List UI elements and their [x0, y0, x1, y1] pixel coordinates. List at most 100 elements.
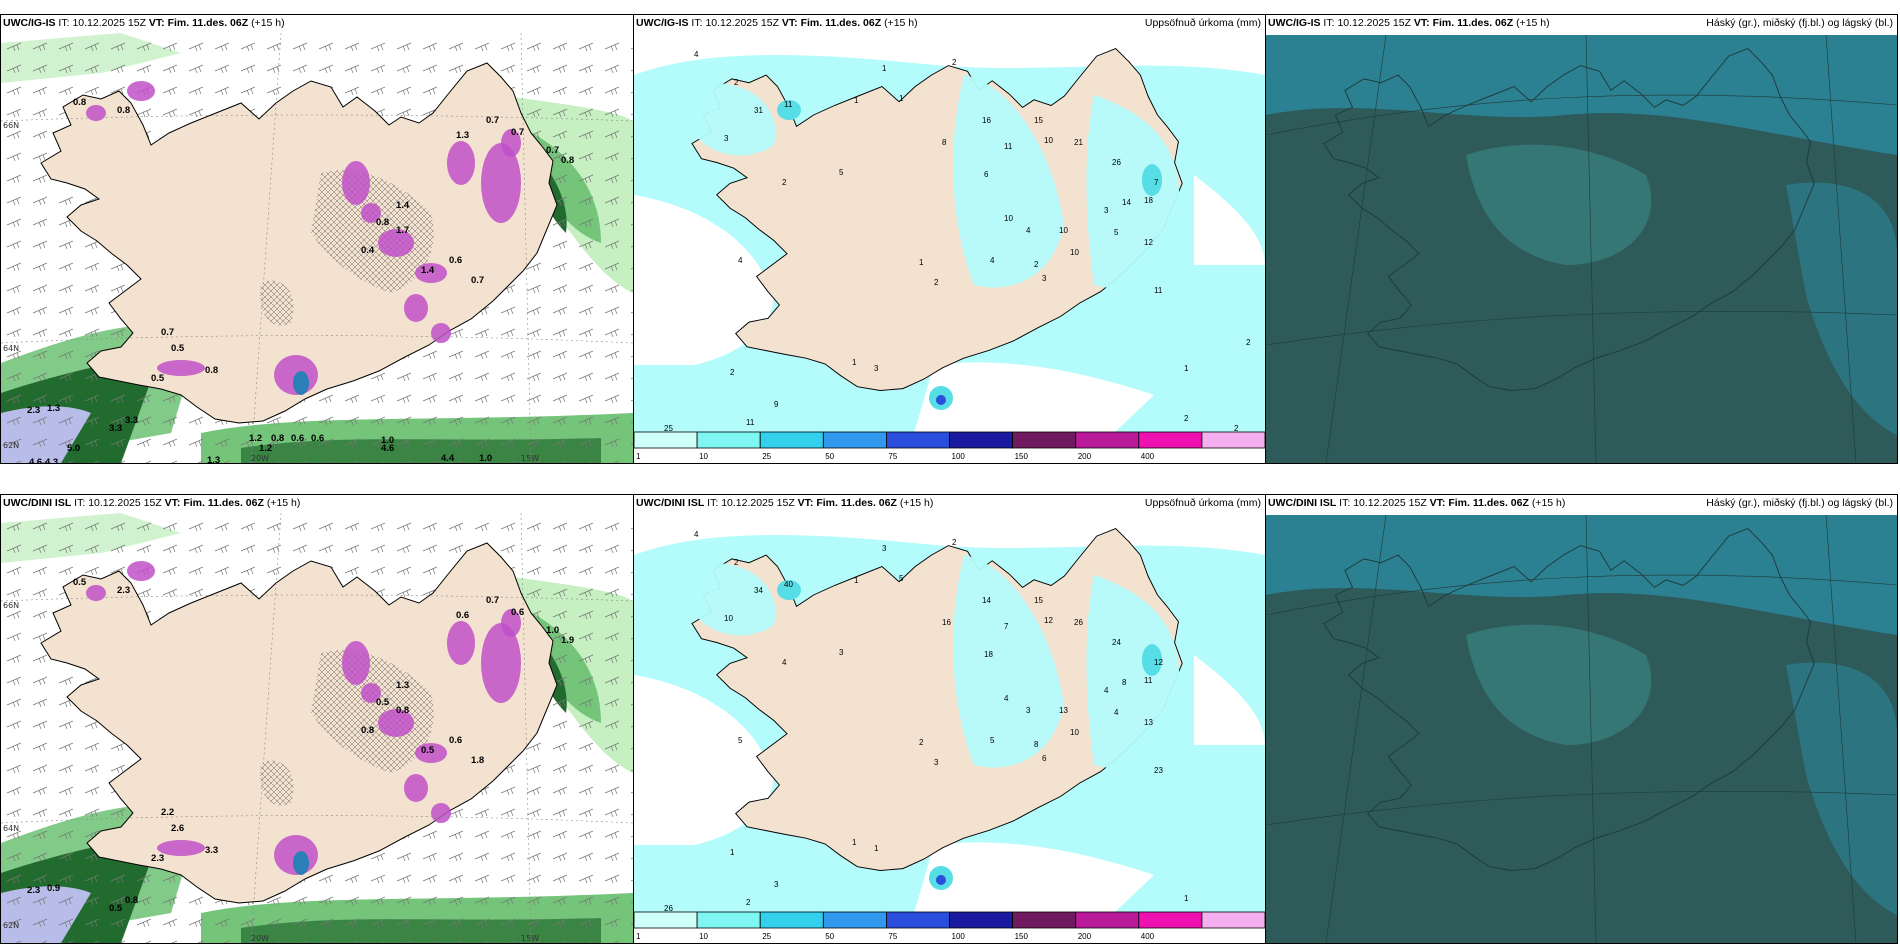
snow-value-label: 3.3 [109, 423, 122, 434]
precip-value-label: 5 [839, 168, 844, 177]
precip-value-label: 1 [1184, 894, 1189, 903]
precip-value-label: 12 [1144, 238, 1153, 247]
it-label: IT: [1323, 17, 1335, 29]
snow-value-label: 0.4 [361, 245, 375, 256]
legend-tick-label: 200 [1078, 932, 1092, 941]
precip-value-label: 2 [952, 538, 957, 547]
snow-value-label: 0.6 [449, 735, 462, 746]
panel-header: UWC/DINI ISL IT: 10.12.2025 15Z VT: Fim.… [3, 497, 300, 509]
snow-value-label: 4.3 [45, 457, 58, 463]
precip-value-label: 23 [1154, 766, 1163, 775]
panel-precip-row2: UWC/DINI ISL IT: 10.12.2025 15Z VT: Fim.… [633, 494, 1266, 944]
snow-value-label: 1.0 [546, 625, 559, 636]
snow-value-label: 1.4 [421, 265, 435, 276]
precip-value-label: 1 [1184, 364, 1189, 373]
snow-value-label: 0.6 [291, 433, 304, 444]
legend-tick-label: 75 [888, 932, 897, 941]
panel-precip-row1: UWC/IG-IS IT: 10.12.2025 15Z VT: Fim. 11… [633, 14, 1266, 464]
precip-value-label: 1 [730, 848, 735, 857]
precip-value-label: 11 [746, 418, 755, 427]
precip-value-label: 13 [1144, 718, 1153, 727]
model-name: UWC/IG-IS [636, 17, 689, 29]
legend-swatch [885, 431, 950, 449]
lon-label: 20W [251, 454, 269, 463]
precip-value-label: 21 [1074, 138, 1083, 147]
legend-swatch [759, 911, 824, 929]
precip-value-label: 2 [1034, 260, 1039, 269]
snow-value-label: 1.3 [207, 455, 220, 463]
legend-swatch [1075, 431, 1140, 449]
precip-value-label: 14 [1122, 198, 1131, 207]
map-cloud-row2[interactable] [1266, 514, 1897, 943]
precip-value-label: 3 [934, 758, 939, 767]
map-snow-row2[interactable]: 66N 64N 62N 15W 20W 0.5 2.3 0.6 0.7 0.6 1.0 1.9 1.3 0… [1, 495, 633, 943]
precip-value-label: 2 [734, 558, 739, 567]
legend-tick-label: 25 [762, 452, 771, 461]
snow-value-label: 0.5 [109, 903, 123, 914]
precip-value-label: 11 [1144, 676, 1153, 685]
precip-value-label: 11 [1004, 142, 1013, 151]
snow-value-label: 0.7 [486, 595, 499, 606]
legend-tick-label: 10 [699, 452, 708, 461]
map-cloud-row1[interactable] [1266, 34, 1897, 463]
precip-value-label: 4 [782, 658, 787, 667]
precip-value-label: 4 [738, 256, 743, 265]
model-name: UWC/IG-IS [1268, 17, 1321, 29]
precip-legend: 1 10 25 50 75 100 150 200 400 [634, 431, 1265, 463]
snow-value-label: 0.8 [561, 155, 574, 166]
lat-label: 66N [3, 601, 19, 610]
precip-value-label: 16 [982, 116, 991, 125]
precip-value-label: 1 [852, 838, 857, 847]
lat-label: 64N [3, 344, 19, 353]
it-label: IT: [58, 17, 70, 29]
precip-value-label: 18 [984, 650, 993, 659]
legend-tick-label: 150 [1015, 932, 1029, 941]
it-value: 10.12.2025 15Z [72, 17, 146, 29]
it-label: IT: [74, 497, 86, 509]
precip-value-label: 5 [738, 736, 743, 745]
precip-value-label: 4 [1114, 708, 1119, 717]
lon-label: 20W [251, 934, 269, 943]
legend-tick-label: 50 [825, 932, 834, 941]
lead-time: (+15 h) [884, 17, 918, 29]
it-value: 10.12.2025 15Z [705, 17, 779, 29]
precip-value-label: 1 [874, 844, 879, 853]
panel-title: Háský (gr.), miðský (fj.bl.) og lágský (… [1706, 497, 1893, 509]
it-value: 10.12.2025 15Z [721, 497, 795, 509]
snow-value-label: 0.7 [161, 327, 174, 338]
snow-value-label: 1.9 [561, 635, 574, 646]
snow-value-label: 1.0 [479, 453, 492, 463]
snow-value-label: 0.5 [171, 343, 185, 354]
snow-value-label: 0.8 [73, 97, 86, 108]
map-snow-row1[interactable]: 66N 64N 62N 15W 20W 0.8 0.8 1.3 0.7 0.7 0.7 0.8 1.4 0… [1, 15, 633, 463]
map-precip-row2[interactable]: 4 3 2 2 1 34 40 10 4 3 5 14 16 18 7 15 12 26 24 12 8 11 13 4 3 10… [634, 515, 1265, 918]
map-precip-row1[interactable]: 4 1 2 2 1 31 11 3 2 5 1 16 8 6 11 15 10 21 26 7 14 18 10 3 4 10 2 3… [634, 35, 1265, 438]
it-value: 10.12.2025 15Z [88, 497, 162, 509]
legend-tick-label: 1 [636, 452, 641, 461]
precip-value-label: 1 [854, 96, 859, 105]
legend-swatch [1201, 911, 1265, 929]
precip-value-label: 10 [1059, 226, 1068, 235]
precip-value-label: 16 [942, 618, 951, 627]
precip-value-label: 10 [1070, 248, 1079, 257]
precip-value-label: 26 [1112, 158, 1121, 167]
legend-swatch [696, 911, 761, 929]
precip-value-label: 7 [1154, 178, 1159, 187]
legend-swatch [1201, 431, 1265, 449]
precip-value-label: 6 [1042, 754, 1047, 763]
snow-value-label: 0.6 [456, 610, 469, 621]
snow-value-label: 0.6 [511, 607, 524, 618]
legend-swatch [1012, 911, 1077, 929]
iceland-outline [1323, 47, 1815, 391]
precip-value-label: 12 [1154, 658, 1163, 667]
precip-value-label: 26 [664, 904, 673, 913]
precip-value-label: 2 [782, 178, 787, 187]
lead-time: (+15 h) [1531, 497, 1566, 509]
precip-value-label: 11 [784, 100, 793, 109]
precip-value-label: 5 [990, 736, 995, 745]
precip-value-label: 4 [694, 50, 699, 59]
snow-value-label: 1.7 [396, 225, 409, 236]
snow-value-label: 1.0 [381, 435, 394, 446]
legend-swatch [822, 431, 887, 449]
legend-swatch [1138, 431, 1203, 449]
